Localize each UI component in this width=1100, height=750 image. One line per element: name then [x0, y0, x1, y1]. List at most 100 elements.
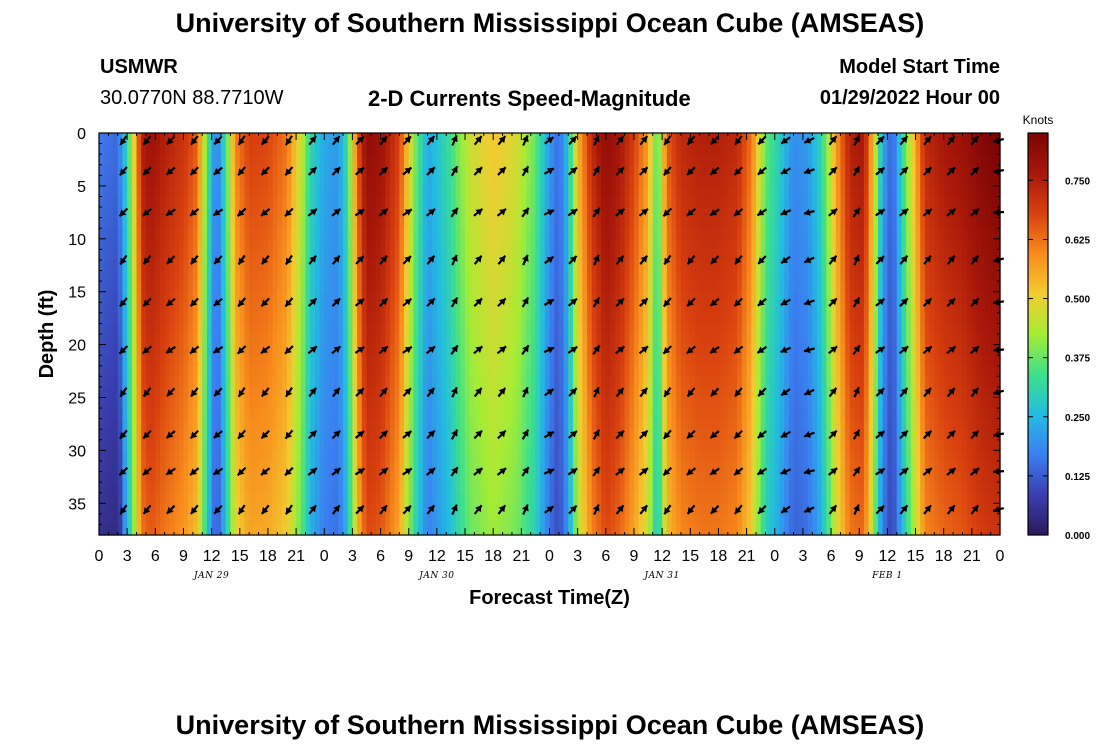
heat-cell — [160, 418, 166, 430]
heat-cell — [113, 513, 119, 526]
heat-cell — [239, 196, 246, 208]
heat-cell — [319, 460, 325, 473]
heat-cell — [352, 302, 358, 314]
heat-cell — [225, 492, 231, 504]
heat-cell — [291, 418, 297, 430]
heat-cell — [399, 196, 405, 208]
heat-cell — [164, 450, 170, 462]
heat-cell — [483, 460, 490, 473]
heat-cell — [155, 355, 161, 367]
heat-cell — [108, 291, 114, 303]
heat-cell — [469, 503, 476, 515]
heat-cell — [399, 207, 405, 219]
heat-cell — [662, 460, 668, 473]
heat-cell — [554, 238, 560, 250]
heat-cell — [516, 270, 522, 282]
heat-cell — [652, 164, 659, 176]
heat-cell — [432, 355, 438, 367]
heat-cell — [192, 355, 199, 367]
heat-cell — [652, 228, 659, 240]
heat-cell — [441, 513, 447, 526]
heat-cell — [188, 524, 194, 536]
heat-cell — [709, 312, 715, 325]
heat-cell — [648, 429, 654, 441]
heat-cell — [418, 513, 424, 526]
heat-cell — [446, 185, 452, 198]
heat-cell — [221, 482, 227, 494]
heat-cell — [643, 270, 649, 282]
heat-cell — [526, 207, 532, 219]
heat-cell — [633, 344, 640, 356]
heat-cell — [554, 175, 560, 187]
heat-cell — [493, 408, 499, 420]
heat-cell — [183, 482, 189, 494]
heat-cell — [699, 355, 705, 367]
heat-cell — [540, 164, 546, 176]
heat-cell — [408, 270, 415, 282]
heat-cell — [483, 365, 490, 377]
heat-cell — [521, 217, 527, 229]
heat-cell — [206, 281, 213, 293]
heat-cell — [314, 386, 321, 399]
heat-cell — [643, 450, 649, 462]
heat-cell — [516, 185, 522, 198]
heat-cell — [615, 154, 621, 166]
heat-cell — [488, 397, 494, 409]
heat-cell — [113, 503, 119, 515]
heat-cell — [385, 196, 391, 208]
heat-cell — [615, 323, 621, 335]
heat-cell — [530, 471, 537, 483]
heat-cell — [554, 291, 560, 303]
heat-cell — [422, 334, 429, 346]
heat-cell — [328, 302, 335, 314]
heat-cell — [422, 281, 429, 293]
heat-cell — [436, 291, 443, 303]
heat-cell — [526, 196, 532, 208]
heat-cell — [324, 259, 330, 272]
heat-cell — [310, 376, 316, 388]
heat-cell — [704, 217, 710, 229]
heat-cell — [178, 323, 185, 335]
heat-cell — [558, 143, 565, 155]
heat-cell — [469, 482, 476, 494]
heat-cell — [249, 281, 255, 293]
heat-cell — [441, 344, 447, 356]
heat-cell — [225, 238, 231, 250]
heat-cell — [319, 355, 325, 367]
heat-cell — [122, 408, 128, 420]
heat-cell — [235, 418, 241, 430]
heat-cell — [554, 492, 560, 504]
heat-cell — [497, 334, 504, 346]
heat-cell — [192, 175, 199, 187]
heat-cell — [347, 418, 353, 430]
heat-cell — [694, 429, 701, 441]
heat-cell — [333, 323, 339, 335]
heat-cell — [99, 133, 105, 145]
heat-cell — [549, 249, 555, 261]
heat-cell — [258, 175, 264, 187]
heat-cell — [521, 460, 527, 473]
heat-cell — [202, 312, 208, 325]
heat-cell — [319, 154, 325, 166]
heat-cell — [235, 503, 241, 515]
heat-cell — [530, 355, 537, 367]
heat-cell — [286, 302, 292, 314]
heat-cell — [558, 376, 565, 388]
heat-cell — [648, 185, 654, 198]
heat-cell — [371, 281, 377, 293]
heat-cell — [601, 365, 607, 377]
heat-cell — [310, 249, 316, 261]
heat-cell — [479, 312, 485, 325]
heat-cell — [300, 376, 307, 388]
heat-cell — [127, 355, 133, 367]
heat-cell — [549, 376, 555, 388]
heat-cell — [310, 302, 316, 314]
heat-cell — [535, 492, 541, 504]
heat-cell — [549, 217, 555, 229]
heat-cell — [99, 450, 105, 462]
heat-cell — [371, 302, 377, 314]
heat-cell — [131, 471, 138, 483]
heat-cell — [521, 408, 527, 420]
heat-cell — [267, 185, 274, 198]
heat-cell — [474, 492, 480, 504]
